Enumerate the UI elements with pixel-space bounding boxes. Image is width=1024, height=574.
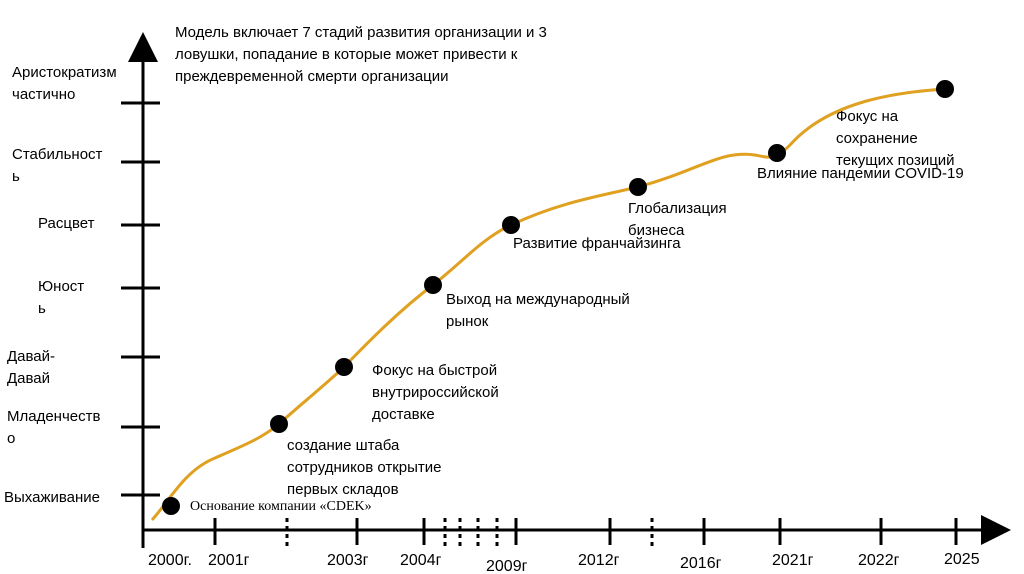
event-label: первых складов <box>287 481 399 498</box>
event-label: бизнеса <box>628 222 685 239</box>
event-label: создание штаба <box>287 437 400 454</box>
event-label: рынок <box>446 313 489 330</box>
year-label: 2025 <box>944 551 980 568</box>
event-label: внутрироссийской <box>372 384 499 401</box>
milestones <box>162 80 954 515</box>
stage-label: Аристократизм <box>12 64 117 81</box>
event-label: Фокус на быстрой <box>372 362 498 379</box>
header-text: Модель включает 7 стадий развития органи… <box>175 24 547 41</box>
milestone-dot <box>629 178 647 196</box>
stage-label: Давай <box>7 370 51 387</box>
milestone-dot <box>270 415 288 433</box>
milestone-dot <box>768 144 786 162</box>
stage-label: Выхаживание <box>4 489 101 506</box>
stage-label: ь <box>38 300 46 317</box>
event-label: Основание компании «CDEK» <box>190 499 372 514</box>
stage-label: ь <box>12 168 20 185</box>
year-label: 2004г <box>400 552 442 569</box>
year-label: 2022г <box>858 552 900 569</box>
ticks <box>121 101 958 548</box>
milestone-dot <box>162 497 180 515</box>
year-label: 2016г <box>680 555 722 572</box>
stage-label: Давай- <box>7 348 56 365</box>
stage-label: Младенчеств <box>7 408 101 425</box>
header-text: ловушки, попадание в которые может приве… <box>175 46 518 63</box>
milestone-dot <box>502 216 520 234</box>
header-text: преждевременной смерти организации <box>175 68 449 85</box>
year-label: 2001г <box>208 552 250 569</box>
milestone-dot <box>335 358 353 376</box>
year-label: 2012г <box>578 552 620 569</box>
year-label: 2009г <box>486 558 528 574</box>
milestone-dot <box>424 276 442 294</box>
milestone-dot <box>936 80 954 98</box>
event-label: доставке <box>372 406 435 423</box>
year-label: 2003г <box>327 552 369 569</box>
year-label: 2000г. <box>148 552 192 569</box>
stage-label: частично <box>12 86 76 103</box>
event-label: Развитие франчайзинга <box>513 235 681 252</box>
event-label: текущих позиций <box>836 152 955 169</box>
event-label: Влияние пандемии COVID-19 <box>757 165 964 182</box>
stage-label: о <box>7 430 16 447</box>
stage-label: Стабильност <box>12 146 103 163</box>
event-label: Фокус на <box>836 108 899 125</box>
year-label: 2021г <box>772 552 814 569</box>
stage-label: Юност <box>38 278 85 295</box>
event-label: сохранение <box>836 130 918 147</box>
stage-label: Расцвет <box>38 215 95 232</box>
event-label: сотрудников открытие <box>287 459 442 476</box>
event-label: Глобализация <box>628 200 727 217</box>
event-label: Выход на международный <box>446 291 630 308</box>
